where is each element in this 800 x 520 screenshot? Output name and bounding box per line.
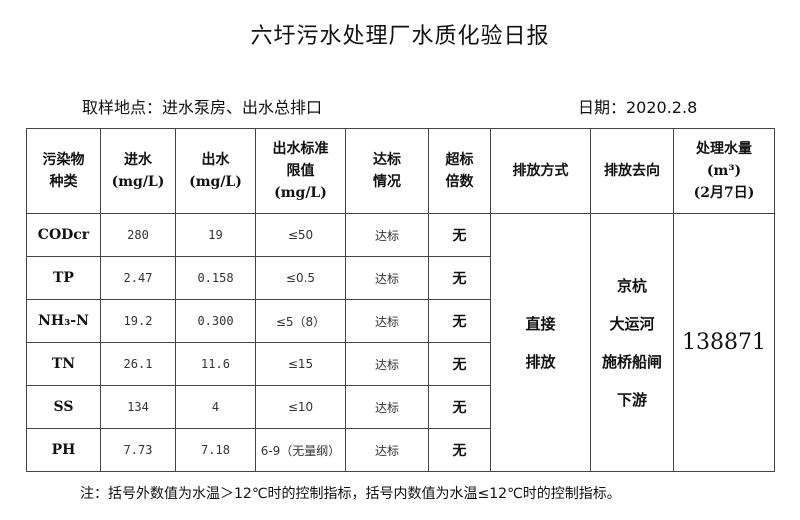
status-cell: 达标 bbox=[345, 342, 429, 386]
limit-cell: ≤50 bbox=[255, 213, 346, 257]
header-line: 限值 bbox=[286, 163, 315, 179]
exceed-cell: 无 bbox=[428, 342, 491, 386]
limit-cell: ≤0.5 bbox=[255, 256, 346, 300]
discharge-destination-line: 大运河 bbox=[609, 314, 655, 333]
effluent-cell: 19 bbox=[175, 213, 256, 257]
header-line: (mg/L) bbox=[274, 185, 327, 201]
status-cell: 达标 bbox=[345, 428, 429, 472]
header-text: 污染物种类 bbox=[42, 152, 85, 190]
header-text: 进水(mg/L) bbox=[111, 152, 165, 190]
discharge-destination-line: 施桥船闸 bbox=[601, 352, 662, 371]
column-header: 污染物种类 bbox=[26, 128, 101, 214]
effluent-cell: 11.6 bbox=[175, 342, 256, 386]
pollutant-cell: SS bbox=[26, 385, 101, 429]
column-header: 进水(mg/L) bbox=[100, 128, 176, 214]
column-header: 达标情况 bbox=[345, 128, 429, 214]
pollutant-cell: TP bbox=[26, 256, 101, 300]
limit-cell: ≤15 bbox=[255, 342, 346, 386]
exceed-cell: 无 bbox=[428, 299, 491, 343]
header-line: 排放方式 bbox=[512, 163, 569, 179]
report-date: 日期：2020.2.8 bbox=[578, 98, 698, 117]
pollutant-cell: PH bbox=[26, 428, 101, 472]
exceed-cell: 无 bbox=[428, 256, 491, 300]
treated-volume: 138871 bbox=[673, 213, 775, 472]
effluent-cell: 7.18 bbox=[175, 428, 256, 472]
pollutant-cell: TN bbox=[26, 342, 101, 386]
table-row: TP 2.47 0.158 ≤0.5 达标无 bbox=[26, 256, 775, 300]
status-cell: 达标 bbox=[345, 385, 429, 429]
exceed-cell: 无 bbox=[428, 213, 491, 257]
discharge-destination-line: 京杭 bbox=[616, 276, 647, 295]
limit-cell: 6-9（无量纲） bbox=[255, 428, 346, 472]
header-text: 超标倍数 bbox=[445, 152, 474, 190]
discharge-destination-line: 下游 bbox=[616, 390, 647, 409]
influent-cell: 134 bbox=[100, 385, 176, 429]
column-header: 排放方式 bbox=[490, 128, 591, 214]
effluent-cell: 4 bbox=[175, 385, 256, 429]
pollutant-cell: CODcr bbox=[26, 213, 101, 257]
status-cell: 达标 bbox=[345, 213, 429, 257]
header-line: 处理水量 bbox=[696, 141, 752, 157]
column-header: 出水(mg/L) bbox=[175, 128, 256, 214]
influent-cell: 7.73 bbox=[100, 428, 176, 472]
exceed-cell: 无 bbox=[428, 428, 491, 472]
discharge-method-line: 排放 bbox=[525, 352, 556, 371]
status-cell: 达标 bbox=[345, 256, 429, 300]
header-line: (m³) bbox=[706, 163, 742, 179]
footnote: 注：括号外数值为水温＞12℃时的控制指标，括号内数值为水温≤12℃时的控制指标。 bbox=[80, 486, 621, 502]
effluent-cell: 0.300 bbox=[175, 299, 256, 343]
status-cell: 达标 bbox=[345, 299, 429, 343]
discharge-destination: 京杭大运河施桥船闸下游 bbox=[590, 213, 674, 472]
limit-cell: ≤5（8） bbox=[255, 299, 346, 343]
effluent-cell: 0.158 bbox=[175, 256, 256, 300]
column-header: 出水标准限值 (mg/L) bbox=[255, 128, 346, 214]
header-text: 出水(mg/L) bbox=[189, 152, 242, 190]
influent-cell: 19.2 bbox=[100, 299, 176, 343]
water-quality-table: 污染物种类 进水(mg/L) 出水(mg/L) 出水标准限值 (mg/L) 达标情况 超标倍… bbox=[26, 128, 775, 472]
sampling-location: 取样地点：进水泵房、出水总排口 bbox=[82, 98, 323, 117]
limit-cell: ≤10 bbox=[255, 385, 346, 429]
table-row: PH 7.73 7.18 6-9（无量纲） 达标无 bbox=[26, 428, 775, 472]
influent-cell: 280 bbox=[100, 213, 176, 257]
table-row: TN 26.1 11.6 ≤15 达标无 bbox=[26, 342, 775, 386]
header-line: 排放去向 bbox=[604, 163, 660, 179]
column-header: 超标倍数 bbox=[428, 128, 491, 214]
discharge-method: 直接 排放 bbox=[490, 213, 591, 472]
column-header: 排放去向 bbox=[590, 128, 674, 214]
influent-cell: 26.1 bbox=[100, 342, 176, 386]
report-title: 六圩污水处理厂水质化验日报 bbox=[250, 24, 550, 49]
header-text: 达标情况 bbox=[373, 152, 401, 190]
influent-cell: 2.47 bbox=[100, 256, 176, 300]
header-line: (2月7日) bbox=[693, 185, 755, 201]
discharge-method-line: 直接 bbox=[525, 314, 556, 333]
header-line: 出水标准 bbox=[272, 141, 329, 157]
table-row: SS 134 4 ≤10 达标无 bbox=[26, 385, 775, 429]
column-header: 处理水量 (m³) (2月7日) bbox=[673, 128, 775, 214]
exceed-cell: 无 bbox=[428, 385, 491, 429]
table-row: NH₃-N 19.2 0.300 ≤5（8） 达标无 bbox=[26, 299, 775, 343]
pollutant-cell: NH₃-N bbox=[26, 299, 101, 343]
table-row: CODcr 280 19 ≤50 达标无直接 排放 京杭 大运河 施桥船闸 下游 138871 bbox=[26, 213, 775, 472]
